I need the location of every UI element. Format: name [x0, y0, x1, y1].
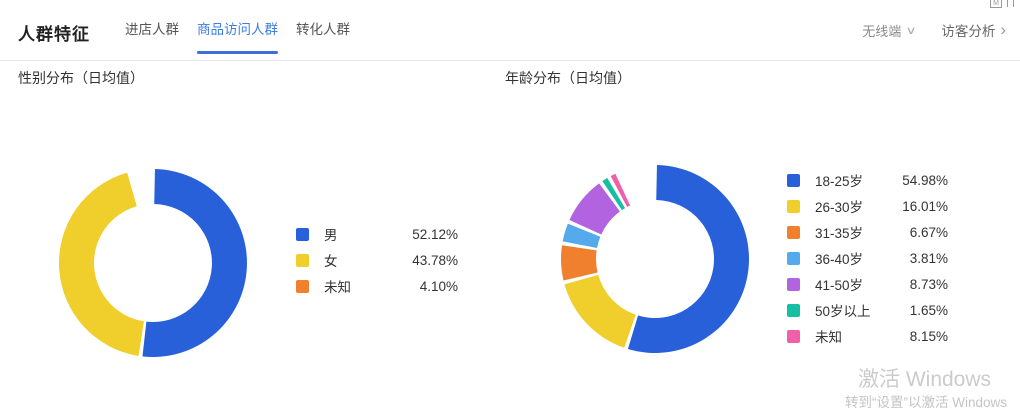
legend-label: 18-25岁	[815, 174, 864, 189]
chevron-down-icon: ∨	[905, 24, 917, 37]
legend-value: 8.15%	[909, 328, 948, 344]
legend-label: 50岁以上	[815, 304, 871, 319]
artifact-box-icon: M	[990, 0, 1002, 8]
legend-swatch	[787, 251, 800, 265]
device-filter-dropdown[interactable]: 无线端 ∨	[862, 21, 917, 40]
legend-value: 4.10%	[419, 278, 458, 294]
donut-segment-50岁以上[interactable]	[602, 178, 626, 211]
donut-segment-男[interactable]	[142, 169, 247, 357]
legend-item-18-25[interactable]: 18-25岁 54.98%	[787, 167, 948, 193]
legend-item-31-35[interactable]: 31-35岁 6.67%	[787, 219, 948, 245]
age-legend: 18-25岁 54.98% 26-30岁 16.01% 31-35岁 6.67%…	[787, 167, 948, 349]
legend-swatch	[296, 227, 309, 241]
tab-product-visitors[interactable]: 商品访问人群	[197, 0, 278, 60]
tab-label: 商品访问人群	[197, 22, 278, 37]
donut-segment-36-40岁[interactable]	[562, 223, 601, 248]
artifact-tick-icon	[1013, 0, 1014, 7]
chevron-right-icon: ›	[1000, 19, 1006, 39]
active-tab-underline	[197, 51, 278, 54]
gender-legend: 男 52.12% 女 43.78% 未知 4.10%	[296, 221, 458, 299]
legend-label: 41-50岁	[815, 278, 864, 293]
legend-swatch	[787, 329, 800, 343]
legend-swatch	[787, 277, 800, 291]
panel-header: 人群特征 进店人群 商品访问人群 转化人群 无线端 ∨ 访客分析 ›	[0, 0, 1020, 61]
visitor-analysis-link[interactable]: 访客分析 ›	[941, 20, 1006, 40]
legend-swatch	[787, 199, 800, 213]
donut-segment-26-30岁[interactable]	[564, 274, 636, 348]
donut-segment-未知[interactable]	[610, 173, 631, 207]
legend-item-unknown[interactable]: 未知 8.15%	[787, 323, 948, 349]
legend-swatch	[787, 303, 800, 317]
age-section-title: 年龄分布（日均值）	[505, 70, 631, 86]
legend-swatch	[787, 173, 800, 187]
tab-label: 进店人群	[125, 22, 179, 37]
legend-label: 女	[324, 254, 338, 269]
header-controls: 无线端 ∨ 访客分析 ›	[862, 0, 1006, 60]
tab-bar: 进店人群 商品访问人群 转化人群	[125, 0, 350, 60]
tab-converted-visitors[interactable]: 转化人群	[296, 0, 350, 60]
legend-swatch	[296, 253, 309, 267]
windows-activation-watermark-line1: 激活 Windows	[858, 368, 992, 391]
legend-item-female[interactable]: 女 43.78%	[296, 247, 458, 273]
donut-segment-18-25岁[interactable]	[627, 165, 750, 353]
legend-item-36-40[interactable]: 36-40岁 3.81%	[787, 245, 948, 271]
legend-item-unknown[interactable]: 未知 4.10%	[296, 273, 458, 299]
device-filter-label: 无线端	[862, 23, 902, 39]
legend-value: 1.65%	[909, 302, 948, 318]
legend-label: 男	[324, 228, 338, 243]
donut-segment-41-50岁[interactable]	[569, 183, 620, 235]
legend-label: 未知	[815, 330, 842, 345]
legend-value: 43.78%	[412, 252, 458, 268]
donut-segment-31-35岁[interactable]	[560, 245, 598, 281]
legend-item-26-30[interactable]: 26-30岁 16.01%	[787, 193, 948, 219]
legend-value: 16.01%	[902, 198, 948, 214]
donut-segment-女[interactable]	[58, 172, 144, 356]
legend-label: 36-40岁	[815, 252, 864, 267]
artifact-tick-icon	[1007, 0, 1008, 7]
legend-swatch	[296, 279, 309, 293]
windows-activation-watermark-line2: 转到“设置”以激活 Windows	[845, 395, 1008, 410]
legend-value: 8.73%	[909, 276, 948, 292]
visitor-analysis-label: 访客分析	[941, 24, 996, 39]
tab-store-visitors[interactable]: 进店人群	[125, 0, 179, 60]
legend-value: 6.67%	[909, 224, 948, 240]
legend-value: 54.98%	[902, 172, 948, 188]
legend-label: 26-30岁	[815, 200, 864, 215]
legend-label: 31-35岁	[815, 226, 864, 241]
legend-item-male[interactable]: 男 52.12%	[296, 221, 458, 247]
tab-label: 转化人群	[296, 22, 350, 37]
gender-section-title: 性别分布（日均值）	[18, 70, 144, 86]
legend-item-41-50[interactable]: 41-50岁 8.73%	[787, 271, 948, 297]
legend-swatch	[787, 225, 800, 239]
screenshot-artifact: M	[990, 0, 1014, 9]
legend-value: 3.81%	[909, 250, 948, 266]
page-title: 人群特征	[18, 25, 90, 44]
gender-donut-chart	[58, 169, 247, 357]
age-donut-chart	[560, 165, 750, 353]
legend-label: 未知	[324, 280, 351, 295]
legend-item-50plus[interactable]: 50岁以上 1.65%	[787, 297, 948, 323]
legend-value: 52.12%	[412, 226, 458, 242]
